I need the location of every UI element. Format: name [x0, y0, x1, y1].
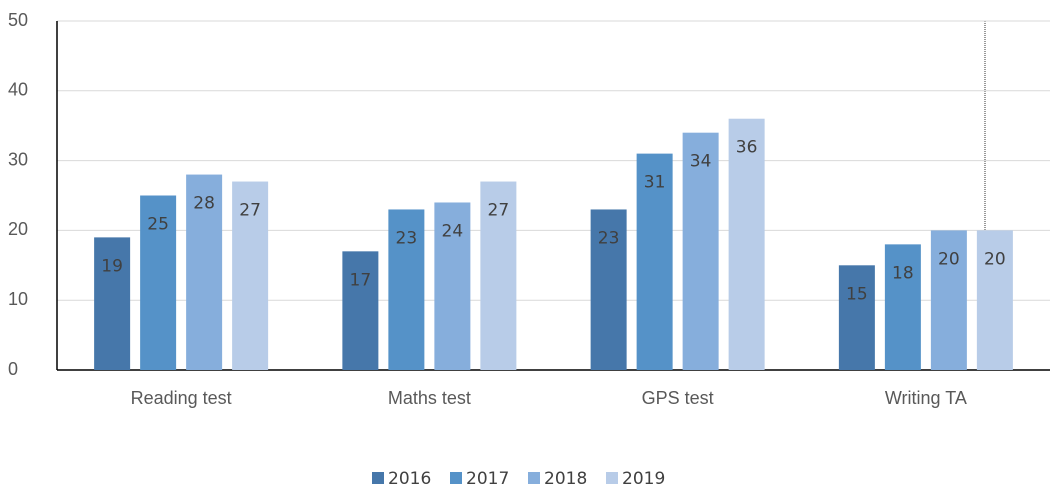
data-label: 27 — [239, 201, 261, 221]
bar — [232, 181, 269, 370]
bar — [186, 174, 223, 370]
bar — [342, 251, 379, 370]
data-label: 25 — [147, 215, 169, 235]
data-label: 31 — [644, 173, 666, 193]
bar — [480, 181, 517, 370]
bar — [388, 209, 425, 370]
legend-swatch — [528, 472, 540, 484]
data-label: 18 — [892, 263, 914, 283]
bar — [976, 230, 1013, 370]
data-label: 27 — [488, 201, 510, 221]
data-label: 34 — [690, 152, 712, 172]
legend-swatch — [606, 472, 618, 484]
bar — [434, 202, 471, 370]
data-label: 24 — [442, 221, 464, 241]
x-tick-label: GPS test — [642, 388, 714, 408]
bar — [930, 230, 967, 370]
bar — [838, 265, 875, 370]
legend-swatch — [450, 472, 462, 484]
legend-label: 2016 — [388, 469, 431, 488]
data-label: 20 — [938, 249, 960, 269]
data-label: 15 — [846, 284, 868, 304]
y-tick-label: 10 — [8, 289, 28, 309]
data-label: 23 — [396, 228, 418, 248]
y-tick-label: 50 — [8, 10, 28, 30]
x-tick-label: Writing TA — [885, 388, 967, 408]
bar — [636, 153, 673, 370]
y-tick-label: 20 — [8, 219, 28, 239]
bar — [140, 195, 177, 370]
data-label: 28 — [193, 194, 215, 214]
bar — [590, 209, 627, 370]
bar — [94, 237, 131, 370]
data-label: 19 — [101, 256, 123, 276]
data-label: 23 — [598, 228, 620, 248]
y-tick-label: 0 — [8, 359, 18, 379]
legend-label: 2017 — [466, 469, 509, 488]
legend-label: 2018 — [544, 469, 587, 488]
data-label: 20 — [984, 249, 1006, 269]
bar — [682, 132, 719, 370]
data-label: 17 — [350, 270, 372, 290]
x-tick-label: Maths test — [388, 388, 471, 408]
bar — [884, 244, 921, 370]
legend-swatch — [372, 472, 384, 484]
x-tick-label: Reading test — [131, 388, 232, 408]
y-tick-label: 30 — [8, 149, 28, 169]
bar — [728, 118, 765, 370]
data-label: 36 — [736, 138, 758, 158]
y-tick-label: 40 — [8, 80, 28, 100]
legend-label: 2019 — [622, 469, 665, 488]
